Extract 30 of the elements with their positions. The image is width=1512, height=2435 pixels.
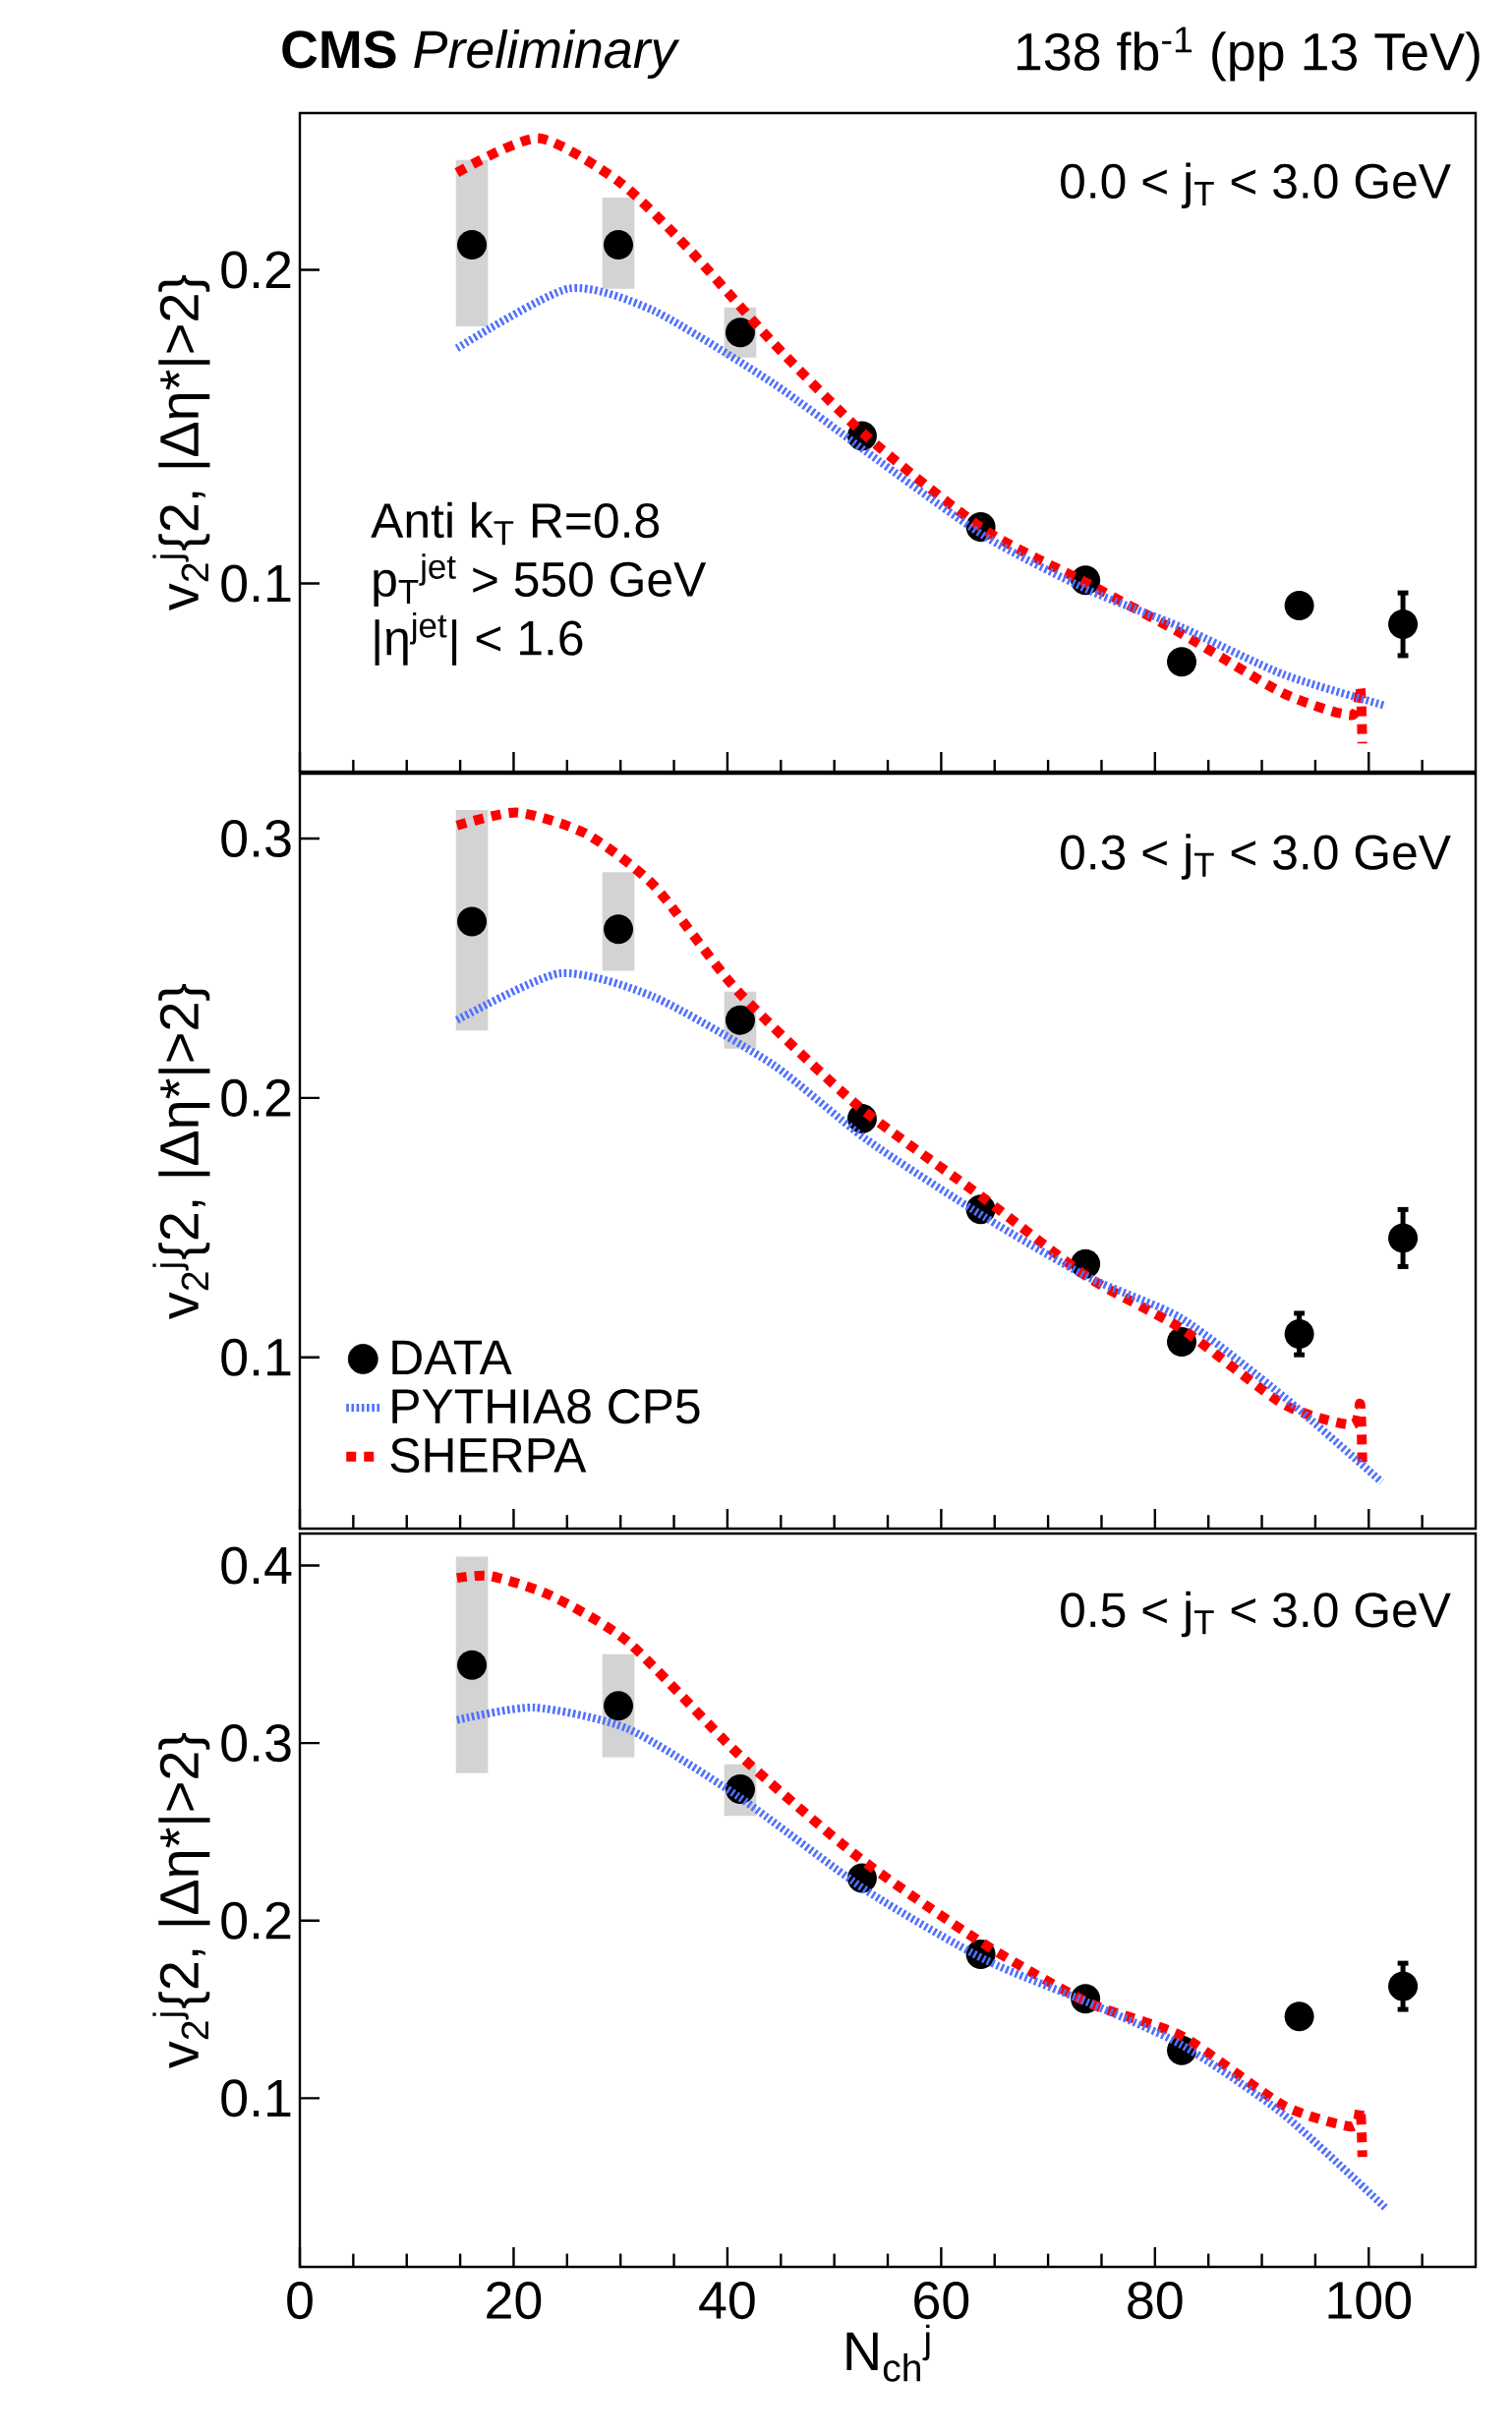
x-tick-label: 0 — [287, 2282, 313, 2320]
x-tick-label: 20 — [487, 2282, 542, 2320]
y-axis-title: v$_{2}$$^{j}${2, |Δη*|>2} — [152, 274, 210, 610]
annotation: 0.0 < j$_{T}$ < 3.0 GeV — [1061, 162, 1451, 208]
annotation: p$_{T}$$^{jet}$ > 550 GeV — [374, 553, 707, 607]
chart-title: CMS Preliminary — [282, 29, 680, 80]
chart-subtitle: 138 fb$^{-1}$ (pp 13 TeV) — [1017, 27, 1480, 82]
annotation: 0.3 < j$_{T}$ < 3.0 GeV — [1061, 834, 1451, 880]
legend-label: SHERPA — [390, 1437, 587, 1474]
legend-label: PYTHIA8 CP5 — [392, 1389, 700, 1424]
x-tick-label: 60 — [914, 2282, 969, 2320]
legend-label: DATA — [392, 1340, 512, 1375]
y-tick-label: 0.3 — [221, 1724, 291, 1763]
y-tick-label: 0.2 — [221, 1078, 291, 1117]
y-tick-label: 0.1 — [221, 1338, 291, 1376]
y-tick-label: 0.1 — [221, 564, 291, 603]
y-tick-label: 0.2 — [221, 251, 291, 289]
y-tick-label: 0.3 — [221, 819, 291, 858]
x-tick-label: 40 — [699, 2282, 755, 2320]
annotation: 0.5 < j$_{T}$ < 3.0 GeV — [1061, 1591, 1451, 1638]
y-axis-title: v$_{2}$$^{j}${2, |Δη*|>2} — [152, 983, 210, 1319]
x-axis-title: N$_{ch}$j — [846, 2324, 930, 2382]
annotation: |η$^{jet}$| < 1.6 — [375, 612, 583, 666]
y-axis-title: v$_{2}$$^{j}${2, |Δη*|>2} — [152, 1732, 210, 2068]
y-tick-label: 0.1 — [221, 2079, 291, 2117]
annotation: Anti k$_{T}$ R=0.8 — [371, 501, 660, 546]
x-tick-label: 100 — [1328, 2282, 1412, 2320]
y-tick-label: 0.2 — [221, 1901, 291, 1940]
x-tick-label: 80 — [1128, 2282, 1183, 2320]
y-tick-label: 0.4 — [221, 1546, 292, 1585]
